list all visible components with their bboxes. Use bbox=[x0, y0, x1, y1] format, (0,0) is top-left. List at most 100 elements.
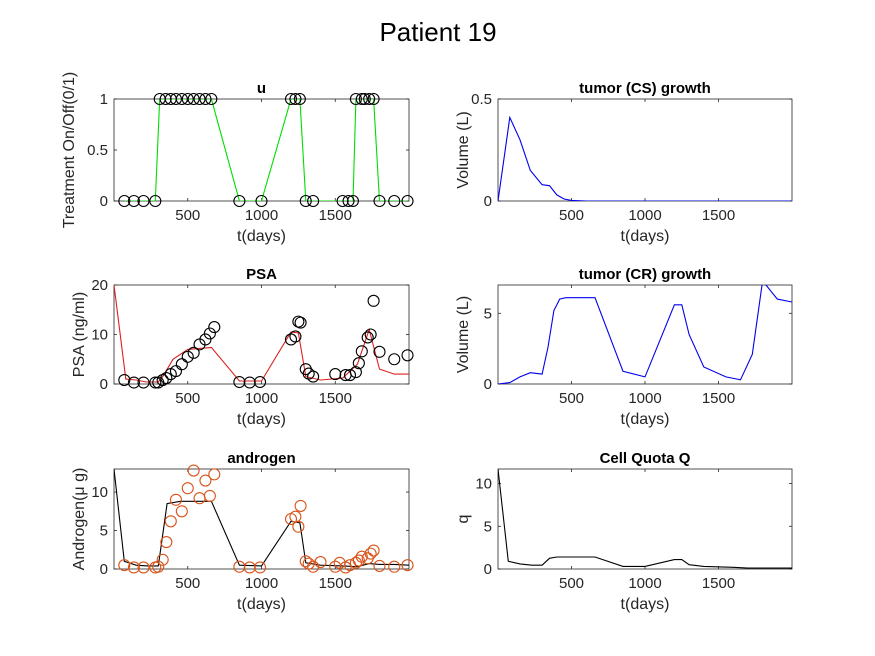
data-point-u bbox=[299, 194, 312, 208]
data-point-androgen bbox=[208, 468, 221, 481]
y-tick-label: 0 bbox=[484, 376, 492, 393]
data-point-androgen bbox=[373, 559, 386, 572]
data-point-androgen bbox=[164, 515, 177, 528]
data-point-psa bbox=[352, 357, 365, 370]
data-point-androgen bbox=[137, 561, 150, 574]
data-point-u bbox=[199, 92, 212, 106]
plot-area-q bbox=[497, 468, 793, 570]
data-point-psa bbox=[367, 294, 380, 307]
x-tick-label: 1500 bbox=[319, 575, 352, 592]
data-point-androgen bbox=[181, 482, 194, 495]
y-axis-label: Androgen(μ g) bbox=[71, 468, 88, 571]
data-point-u bbox=[181, 92, 194, 106]
data-point-psa bbox=[343, 369, 357, 382]
x-tick-label: 1000 bbox=[245, 390, 278, 407]
data-point-u bbox=[127, 194, 140, 208]
data-point-androgen bbox=[352, 554, 365, 567]
data-point-psa bbox=[294, 316, 307, 329]
x-tick-label: 1500 bbox=[319, 207, 352, 224]
y-tick-label: 10 bbox=[91, 484, 108, 501]
data-point-androgen bbox=[367, 544, 380, 557]
data-point-u bbox=[175, 92, 188, 106]
data-point-androgen bbox=[152, 560, 165, 573]
x-tick-label: 1000 bbox=[628, 207, 661, 224]
data-point-psa bbox=[243, 376, 256, 389]
data-point-androgen bbox=[292, 520, 305, 533]
data-point-psa bbox=[355, 345, 368, 358]
data-point-u bbox=[187, 92, 200, 106]
x-axis-label: t(days) bbox=[621, 596, 670, 613]
data-point-androgen bbox=[127, 561, 140, 574]
data-layer bbox=[498, 115, 792, 201]
data-point-psa bbox=[169, 365, 182, 378]
data-point-androgen bbox=[156, 553, 169, 566]
data-layer bbox=[498, 285, 792, 384]
data-point-psa bbox=[388, 353, 401, 366]
data-point-androgen bbox=[233, 560, 246, 573]
y-tick-label: 0 bbox=[484, 561, 492, 578]
x-tick-label: 500 bbox=[175, 207, 200, 224]
y-tick-label: 5 bbox=[100, 523, 108, 540]
x-tick-label: 500 bbox=[559, 207, 584, 224]
x-tick-label: 1000 bbox=[245, 207, 278, 224]
data-point-psa bbox=[361, 331, 374, 344]
data-point-androgen bbox=[203, 489, 216, 502]
y-tick-label: 10 bbox=[475, 476, 492, 493]
data-point-androgen bbox=[355, 550, 368, 563]
y-tick-label: 0 bbox=[100, 376, 108, 393]
data-point-psa bbox=[307, 370, 320, 383]
data-point-u bbox=[205, 92, 218, 106]
data-point-androgen bbox=[329, 560, 342, 573]
data-point-psa bbox=[329, 368, 342, 381]
data-point-psa bbox=[364, 328, 377, 341]
data-point-psa bbox=[401, 349, 414, 362]
data-point-u bbox=[118, 194, 131, 208]
data-point-u bbox=[367, 92, 380, 106]
data-point-psa bbox=[175, 358, 188, 371]
plot-area-cr bbox=[497, 284, 793, 385]
data-point-psa bbox=[118, 373, 131, 387]
x-tick-label: 1000 bbox=[628, 390, 661, 407]
x-tick-label: 1500 bbox=[319, 390, 352, 407]
data-point-u bbox=[293, 92, 306, 106]
subplot-title: androgen bbox=[227, 450, 295, 467]
data-point-u bbox=[255, 194, 268, 208]
data-point-androgen bbox=[118, 559, 131, 572]
subplot-cs: 500 1000 1500 0 0.5 tumor (CS) growth t(days) V… bbox=[455, 80, 793, 245]
x-axis-label: t(days) bbox=[237, 596, 286, 613]
y-axis-label: PSA (ng/ml) bbox=[71, 292, 88, 377]
x-tick-label: 1000 bbox=[245, 575, 278, 592]
data-layer bbox=[498, 469, 792, 569]
data-point-u bbox=[388, 194, 401, 208]
y-tick-label: 0.5 bbox=[471, 91, 492, 108]
y-tick-label: 1 bbox=[100, 91, 108, 108]
data-point-u bbox=[342, 194, 355, 208]
data-point-u bbox=[349, 92, 362, 106]
data-point-u bbox=[373, 194, 386, 208]
data-point-u bbox=[336, 194, 349, 208]
y-tick-label: 10 bbox=[91, 327, 108, 344]
subplot-u: 500 1000 1500 0 0.5 1 u t(days) Treatment On/Off… bbox=[61, 72, 414, 245]
x-axis-label: t(days) bbox=[237, 411, 286, 428]
data-point-u bbox=[401, 194, 414, 208]
data-point-androgen bbox=[314, 556, 327, 569]
subplot-title: u bbox=[257, 80, 266, 97]
y-axis-label: q bbox=[455, 515, 472, 524]
series-line-u bbox=[124, 99, 408, 201]
data-point-u bbox=[307, 194, 320, 208]
data-point-androgen bbox=[388, 560, 401, 573]
data-point-psa bbox=[373, 345, 386, 358]
data-point-psa bbox=[137, 376, 150, 389]
data-point-androgen bbox=[364, 547, 377, 560]
data-point-psa bbox=[349, 366, 362, 379]
data-point-androgen bbox=[175, 505, 188, 518]
data-point-u bbox=[169, 92, 182, 106]
x-tick-label: 500 bbox=[559, 575, 584, 592]
y-tick-label: 0.5 bbox=[87, 142, 108, 159]
data-point-psa bbox=[203, 327, 216, 340]
data-point-psa bbox=[233, 375, 246, 389]
subplot-androgen: 500 1000 1500 0 5 10 androgen t(days) Androgen(μ… bbox=[71, 450, 414, 613]
data-point-u bbox=[363, 92, 376, 106]
y-tick-label: 0 bbox=[100, 193, 108, 210]
